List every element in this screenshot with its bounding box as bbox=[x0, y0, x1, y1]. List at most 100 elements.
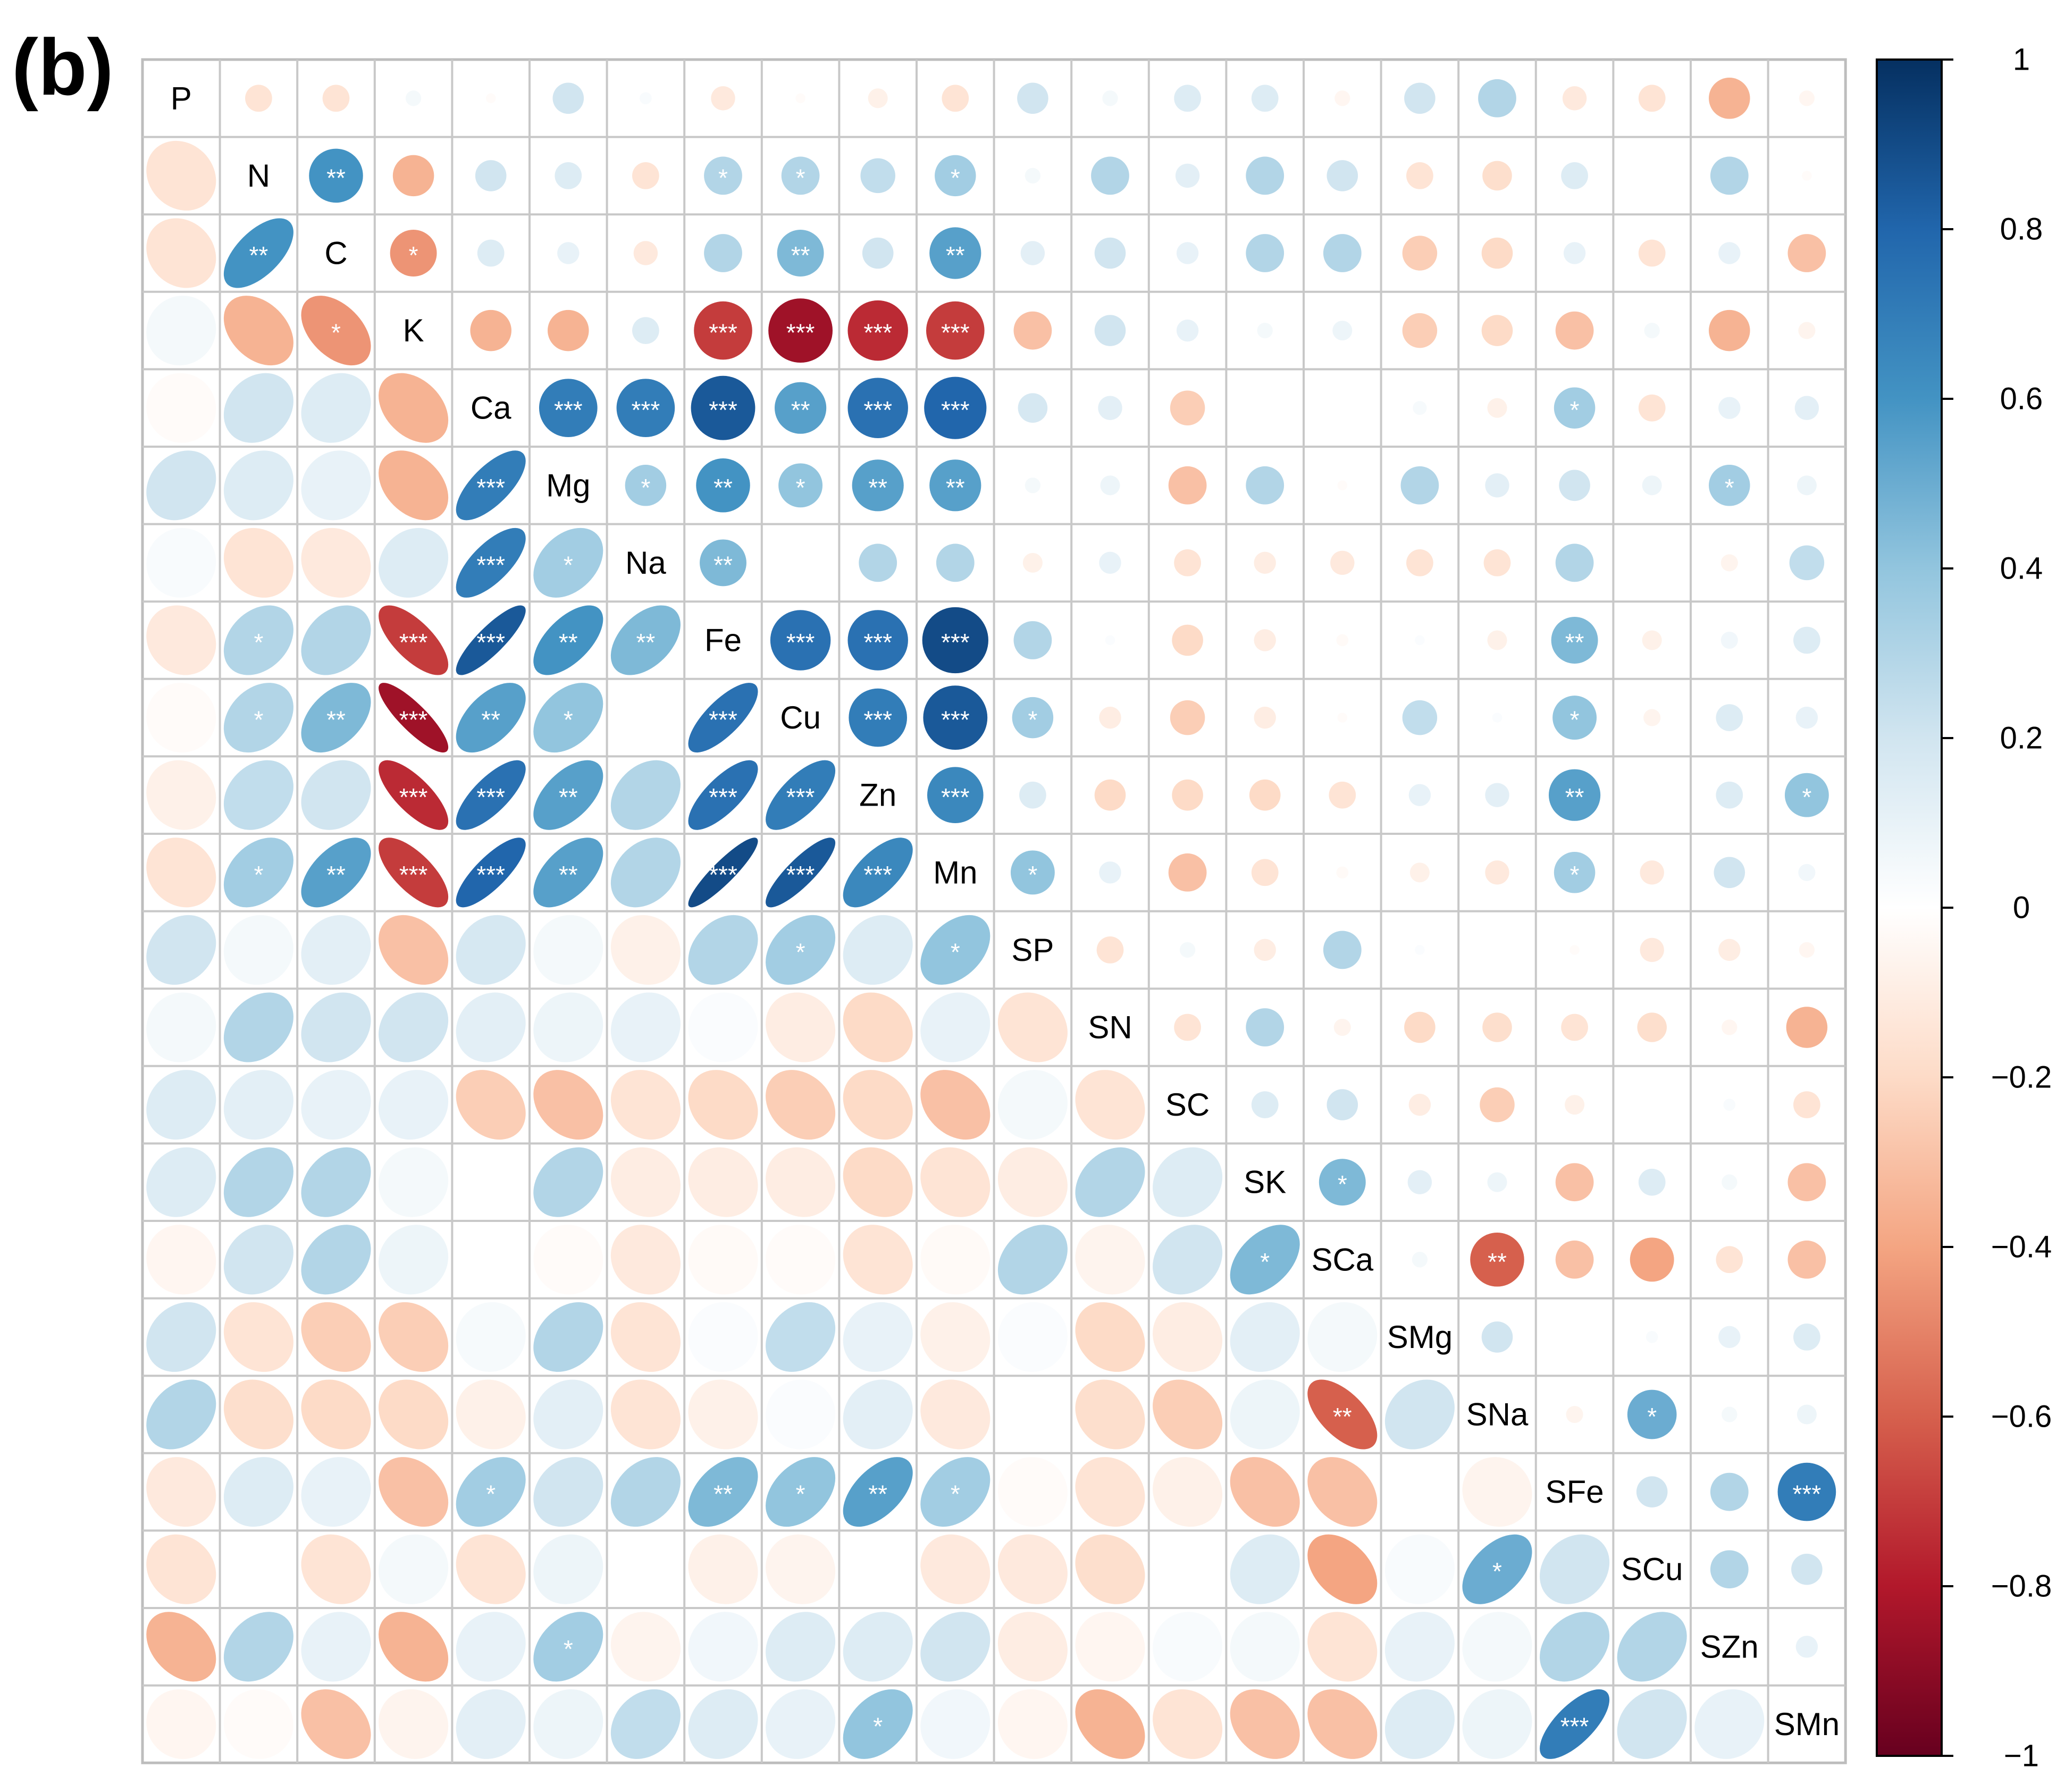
correlation-circle bbox=[1096, 936, 1124, 964]
correlation-circle bbox=[1336, 866, 1349, 879]
correlation-circle bbox=[405, 90, 422, 106]
colorbar-tick-label: −0.2 bbox=[1991, 1060, 2052, 1095]
correlation-circle bbox=[1787, 234, 1826, 272]
variable-label: P bbox=[171, 80, 192, 116]
correlation-circle bbox=[1246, 156, 1285, 195]
significance-label: * bbox=[1492, 1557, 1502, 1585]
correlation-ellipse bbox=[146, 915, 216, 985]
correlation-circle bbox=[922, 607, 988, 674]
correlation-ellipse bbox=[766, 1689, 836, 1759]
correlation-ellipse bbox=[456, 1689, 526, 1759]
correlation-ellipse bbox=[920, 1302, 990, 1372]
correlation-ellipse bbox=[301, 1147, 371, 1217]
correlation-circle bbox=[1487, 398, 1507, 418]
variable-label: SMg bbox=[1387, 1319, 1453, 1355]
correlation-ellipse bbox=[766, 1147, 836, 1217]
correlation-ellipse bbox=[1384, 1534, 1455, 1604]
correlation-ellipse bbox=[766, 760, 836, 830]
correlation-ellipse bbox=[1307, 1612, 1378, 1682]
correlation-circle bbox=[390, 230, 437, 277]
correlation-circle bbox=[1319, 1159, 1366, 1206]
correlation-circle bbox=[1793, 1091, 1820, 1118]
correlation-ellipse bbox=[223, 1379, 293, 1450]
correlation-circle bbox=[1415, 945, 1425, 955]
correlation-ellipse bbox=[456, 1457, 526, 1527]
significance-label: * bbox=[1570, 396, 1580, 424]
correlation-circle bbox=[1022, 552, 1043, 573]
correlation-ellipse bbox=[688, 683, 758, 753]
correlation-ellipse bbox=[1307, 1379, 1378, 1450]
correlation-ellipse bbox=[766, 838, 836, 908]
correlation-circle bbox=[1481, 1321, 1513, 1353]
correlation-circle bbox=[1795, 1636, 1818, 1658]
correlation-circle bbox=[1174, 1014, 1201, 1041]
correlation-ellipse bbox=[688, 760, 758, 830]
correlation-ellipse bbox=[379, 992, 449, 1062]
correlation-circle bbox=[1402, 700, 1438, 735]
significance-label: *** bbox=[709, 396, 737, 424]
correlation-circle bbox=[1481, 315, 1513, 346]
correlation-circle bbox=[1481, 237, 1513, 269]
correlation-ellipse bbox=[766, 1225, 836, 1295]
correlation-circle bbox=[1415, 635, 1425, 646]
correlation-circle bbox=[1251, 1091, 1279, 1118]
correlation-circle bbox=[1254, 629, 1276, 651]
correlation-ellipse bbox=[301, 1689, 371, 1759]
correlation-ellipse bbox=[688, 1147, 758, 1217]
correlation-circle bbox=[1176, 242, 1199, 264]
correlation-circle bbox=[1627, 1389, 1677, 1439]
correlation-circle bbox=[1327, 1089, 1358, 1120]
correlation-circle bbox=[548, 309, 589, 351]
significance-label: *** bbox=[399, 861, 428, 889]
significance-label: ** bbox=[326, 706, 346, 734]
correlation-circle bbox=[1710, 1550, 1749, 1589]
correlation-circle bbox=[1408, 784, 1431, 806]
correlation-ellipse bbox=[533, 1534, 603, 1604]
correlation-circle bbox=[1249, 779, 1281, 811]
significance-label: ** bbox=[713, 551, 733, 579]
correlation-ellipse bbox=[1617, 1689, 1687, 1759]
correlation-ellipse bbox=[688, 1379, 758, 1450]
variable-label: Mn bbox=[933, 855, 977, 890]
correlation-ellipse bbox=[533, 527, 603, 598]
correlation-circle bbox=[1406, 162, 1433, 189]
correlation-ellipse bbox=[379, 450, 449, 521]
significance-label: * bbox=[951, 938, 960, 966]
colorbar-tick-label: 0.2 bbox=[2000, 721, 2043, 756]
correlation-ellipse bbox=[610, 605, 681, 675]
significance-label: * bbox=[1028, 706, 1037, 734]
significance-label: ** bbox=[249, 241, 268, 269]
correlation-ellipse bbox=[456, 1147, 526, 1217]
colorbar-tick-label: 0.8 bbox=[2000, 212, 2043, 247]
significance-label: ** bbox=[713, 474, 733, 501]
correlation-circle bbox=[309, 148, 363, 203]
correlation-ellipse bbox=[920, 1379, 990, 1450]
significance-label: * bbox=[951, 1480, 960, 1508]
correlation-ellipse bbox=[223, 1612, 293, 1682]
correlation-circle bbox=[1709, 78, 1750, 119]
correlation-ellipse bbox=[1307, 1534, 1378, 1604]
significance-label: * bbox=[873, 1712, 883, 1740]
correlation-ellipse bbox=[533, 1147, 603, 1217]
correlation-ellipse bbox=[146, 605, 216, 675]
correlation-circle bbox=[1793, 626, 1820, 654]
correlation-ellipse bbox=[1230, 1457, 1300, 1527]
significance-label: *** bbox=[941, 706, 970, 734]
correlation-circle bbox=[847, 610, 908, 671]
correlation-ellipse bbox=[379, 1457, 449, 1527]
correlation-ellipse bbox=[1384, 1689, 1455, 1759]
correlation-circle bbox=[1723, 1099, 1736, 1111]
significance-label: * bbox=[1647, 1403, 1657, 1430]
correlation-circle bbox=[1408, 1093, 1431, 1116]
correlation-ellipse bbox=[688, 992, 758, 1062]
correlation-circle bbox=[1254, 551, 1276, 574]
correlation-circle bbox=[847, 378, 908, 438]
significance-label: *** bbox=[709, 319, 737, 347]
correlation-ellipse bbox=[301, 1302, 371, 1372]
correlation-ellipse bbox=[223, 915, 293, 985]
significance-label: * bbox=[331, 319, 341, 347]
correlation-circle bbox=[1175, 163, 1200, 188]
correlation-circle bbox=[927, 767, 984, 824]
significance-label: *** bbox=[786, 861, 815, 889]
correlation-circle bbox=[711, 86, 735, 111]
